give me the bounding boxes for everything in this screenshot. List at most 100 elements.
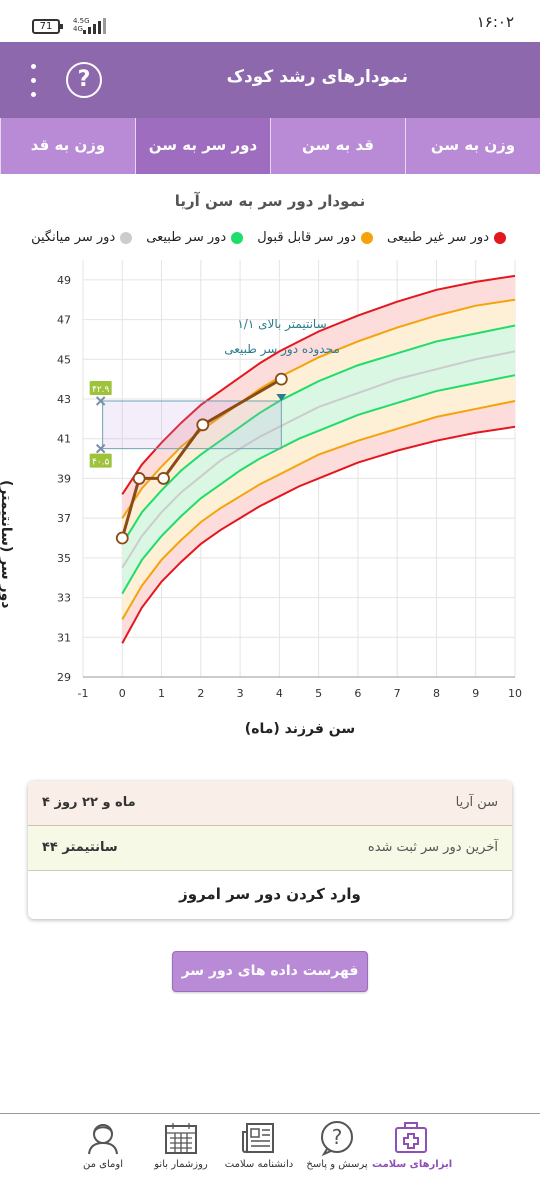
tab-bar: وزن به سن قد به سن دور سر به سن وزن به ق… bbox=[0, 118, 540, 174]
nav-label-qa: پرسش و پاسخ bbox=[306, 1159, 368, 1170]
legend-item-acceptable: دور سر قابل قبول bbox=[257, 230, 373, 245]
tab-weight-for-height[interactable]: وزن به قد bbox=[0, 118, 135, 174]
signal-icon bbox=[83, 18, 107, 34]
range-arrow-icon bbox=[276, 393, 287, 401]
measurement-point bbox=[132, 472, 146, 485]
nav-label-calendar: روزشمار بانو bbox=[154, 1159, 208, 1170]
question-bubble-icon: ? bbox=[321, 1121, 353, 1156]
legend-dot-gray bbox=[120, 231, 133, 244]
age-row: سن آریا ۴ ماه و ۲۲ روز bbox=[28, 781, 512, 826]
annotation-line-1: ۱/۱ سانتیمتر بالای bbox=[237, 317, 326, 332]
curve-orange_high bbox=[121, 298, 516, 519]
curve-green_high bbox=[121, 324, 516, 545]
band-green-high bbox=[122, 325, 515, 568]
y-tick-label: 31 bbox=[57, 631, 71, 644]
calendar-icon bbox=[165, 1123, 197, 1154]
band-orange-high bbox=[122, 299, 515, 544]
y-tick-label: 45 bbox=[57, 353, 71, 366]
clock: ۱۶:۰۲ bbox=[476, 13, 514, 31]
nav-item-qa[interactable]: ? پرسش و پاسخ bbox=[298, 1114, 376, 1200]
x-tick-label: 0 bbox=[119, 687, 126, 700]
last-measure-label: آخرین دور سر ثبت شده bbox=[367, 840, 498, 855]
x-tick-label: 10 bbox=[508, 687, 522, 700]
y-tick-label: 33 bbox=[57, 592, 71, 605]
status-bar: 71 4.5G 4G ۱۶:۰۲ bbox=[0, 0, 540, 42]
nav-item-calendar[interactable]: روزشمار بانو bbox=[142, 1114, 220, 1200]
legend-dot-orange bbox=[360, 231, 373, 244]
x-tick-label: 1 bbox=[158, 687, 165, 700]
curve-red_high bbox=[121, 274, 516, 495]
curve-green_low bbox=[121, 374, 516, 595]
band-red-high bbox=[122, 275, 515, 519]
newspaper-icon bbox=[242, 1123, 274, 1153]
user-avatar-icon bbox=[88, 1124, 118, 1155]
measurement-point bbox=[157, 472, 170, 485]
page-title: نمودارهای رشد کودک bbox=[226, 67, 408, 87]
tab-height-for-age[interactable]: قد به سن bbox=[270, 118, 405, 174]
y-tick-label: 47 bbox=[57, 314, 71, 327]
help-icon[interactable]: ? bbox=[66, 62, 102, 98]
x-tick-label: 3 bbox=[237, 687, 244, 700]
x-tick-label: 8 bbox=[433, 687, 440, 700]
y-tick-label: 49 bbox=[57, 274, 71, 287]
network-indicator: 4.5G 4G bbox=[73, 17, 90, 33]
nav-item-health-tools[interactable]: ابزارهای سلامت bbox=[372, 1114, 453, 1200]
bottom-nav: ابزارهای سلامت ? پرسش و پاسخ دانشنامه سل… bbox=[0, 1113, 540, 1200]
age-value: ۴ ماه و ۲۲ روز bbox=[42, 795, 136, 810]
range-low-marker-icon bbox=[95, 443, 106, 454]
curve-orange_low bbox=[121, 400, 516, 620]
summary-card: سن آریا ۴ ماه و ۲۲ روز آخرین دور سر ثبت … bbox=[28, 781, 512, 919]
y-tick-label: 29 bbox=[57, 671, 71, 684]
x-tick-label: 6 bbox=[354, 687, 361, 700]
legend-item-normal: دور سر طبیعی bbox=[146, 230, 244, 245]
last-measure-value: ۴۴ سانتیمتر bbox=[42, 840, 118, 855]
first-aid-kit-icon bbox=[395, 1122, 427, 1153]
range-high-marker-icon bbox=[95, 396, 106, 406]
legend-item-abnormal: دور سر غیر طبیعی bbox=[387, 230, 506, 245]
y-tick-label: 37 bbox=[57, 512, 71, 525]
y-axis-label: دور سر (سانتیمتر) bbox=[0, 480, 14, 609]
svg-text:?: ? bbox=[332, 1125, 343, 1149]
x-tick-label: 4 bbox=[276, 687, 283, 700]
curve-mean bbox=[121, 350, 516, 569]
data-list-button[interactable]: فهرست داده های دور سر آریا bbox=[172, 951, 368, 1018]
chart-legend: دور سر غیر طبیعی دور سر قابل قبول دور سر… bbox=[31, 230, 506, 245]
y-tick-label: 43 bbox=[57, 393, 71, 406]
y-tick-label: 35 bbox=[57, 552, 71, 565]
app-bar: ? نمودارهای رشد کودک bbox=[0, 42, 540, 118]
more-vertical-icon[interactable] bbox=[26, 64, 40, 98]
nav-label-encyclopedia: دانشنامه سلامت bbox=[224, 1159, 294, 1170]
y-tick-label: 41 bbox=[57, 433, 71, 446]
range-low-badge: ۴۰.۵ bbox=[92, 458, 110, 468]
measurement-point bbox=[274, 372, 288, 386]
measurement-point bbox=[196, 418, 210, 432]
range-high-badge: ۴۲.۹ bbox=[92, 385, 110, 395]
x-tick-label: 9 bbox=[472, 687, 479, 700]
chart-title: نمودار دور سر به سن آریا bbox=[174, 192, 366, 210]
y-tick-label: 39 bbox=[57, 472, 71, 485]
x-tick-label: 7 bbox=[394, 687, 401, 700]
age-label: سن آریا bbox=[455, 795, 498, 810]
curve-red_low bbox=[121, 425, 516, 644]
legend-dot-green bbox=[231, 231, 244, 244]
nav-item-profile[interactable]: اومای من bbox=[64, 1114, 142, 1200]
nav-label-health-tools: ابزارهای سلامت bbox=[372, 1159, 453, 1170]
range-high-badge-bg bbox=[89, 380, 112, 395]
x-tick-label: -1 bbox=[78, 687, 89, 700]
tab-head-circumference-for-age[interactable]: دور سر به سن bbox=[135, 118, 270, 174]
tab-weight-for-age[interactable]: وزن به سن bbox=[405, 118, 540, 174]
legend-dot-red bbox=[494, 231, 506, 244]
measurement-point bbox=[115, 531, 129, 545]
x-axis-label: سن فرزند (ماه) bbox=[245, 721, 355, 737]
band-green-low bbox=[122, 351, 515, 594]
last-measure-row: آخرین دور سر ثبت شده ۴۴ سانتیمتر bbox=[28, 826, 512, 871]
legend-item-mean: دور سر میانگین bbox=[31, 230, 133, 245]
nav-item-encyclopedia[interactable]: دانشنامه سلامت bbox=[220, 1114, 298, 1200]
range-low-badge-bg bbox=[89, 453, 112, 468]
x-tick-label: 5 bbox=[315, 687, 322, 700]
annotation-line-2: محدوده دور سر طبیعی bbox=[224, 342, 340, 357]
band-orange-low bbox=[122, 375, 515, 620]
enter-today-button[interactable]: وارد کردن دور سر امروز bbox=[179, 885, 361, 903]
